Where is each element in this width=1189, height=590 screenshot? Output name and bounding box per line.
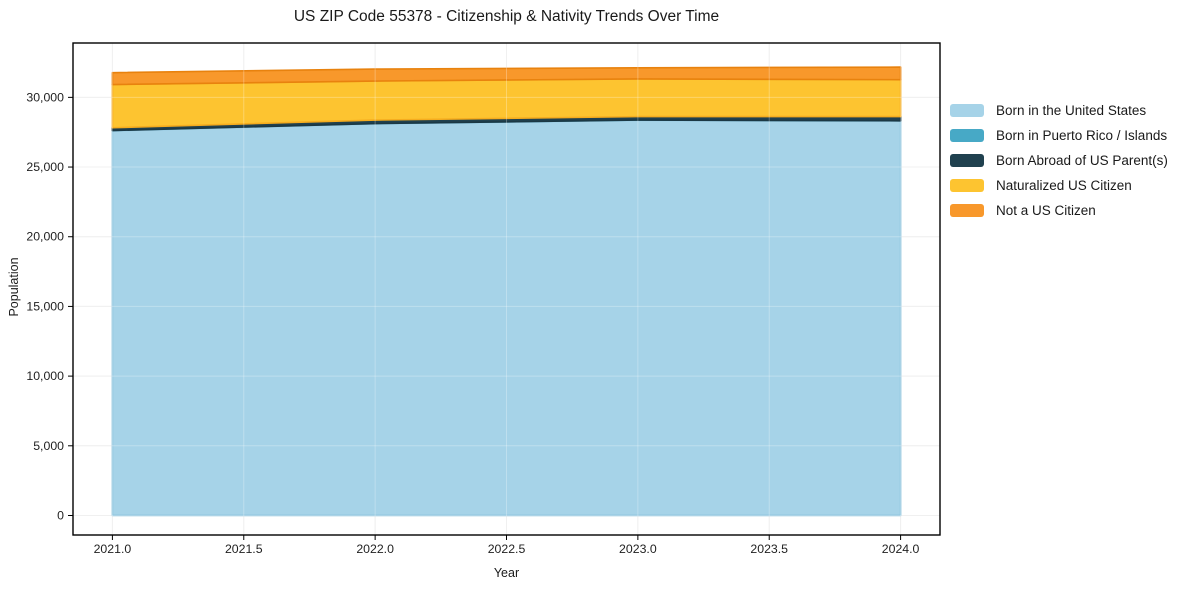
legend-swatch-born-abroad (950, 154, 984, 167)
legend-item: Born in the United States (950, 103, 1168, 118)
stacked-areas (111, 66, 902, 517)
legend-swatch-born-us (950, 104, 984, 117)
legend-swatch-naturalized (950, 179, 984, 192)
chart-title: US ZIP Code 55378 - Citizenship & Nativi… (293, 8, 720, 25)
legend-swatch-born-pr (950, 129, 984, 142)
legend-label: Born in the United States (996, 103, 1147, 118)
x-tick-label: 2022.5 (488, 542, 526, 556)
x-tick-label: 2021.0 (94, 542, 132, 556)
legend-item: Naturalized US Citizen (950, 178, 1168, 193)
x-tick-label: 2023.0 (619, 542, 657, 556)
x-axis-label: Year (493, 566, 520, 580)
x-tick-label: 2022.0 (356, 542, 394, 556)
x-tick-label: 2021.5 (225, 542, 263, 556)
legend: Born in the United States Born in Puerto… (950, 103, 1168, 218)
legend-label: Naturalized US Citizen (996, 178, 1132, 193)
legend-item: Born Abroad of US Parent(s) (950, 153, 1168, 168)
legend-item: Born in Puerto Rico / Islands (950, 128, 1168, 143)
x-tick-label: 2023.5 (750, 542, 788, 556)
y-tick-label: 5,000 (33, 439, 64, 453)
axis-ticks (68, 96, 902, 540)
area-series-4 (111, 66, 902, 86)
axis-tick-labels: 2021.0 2021.5 2022.0 2022.5 2023.0 2023.5 2024… (26, 90, 919, 556)
y-tick-label: 30,000 (26, 90, 64, 104)
legend-label: Not a US Citizen (996, 203, 1096, 218)
y-tick-label: 0 (57, 508, 64, 522)
legend-swatch-not-citizen (950, 204, 984, 217)
legend-label: Born in Puerto Rico / Islands (996, 128, 1168, 143)
y-tick-label: 10,000 (26, 369, 64, 383)
gridlines-overlay (73, 43, 940, 535)
y-tick-label: 20,000 (26, 230, 64, 244)
x-tick-label: 2024.0 (882, 542, 920, 556)
y-tick-label: 25,000 (26, 160, 64, 174)
legend-label: Born Abroad of US Parent(s) (996, 153, 1168, 168)
legend-item: Not a US Citizen (950, 203, 1168, 218)
y-tick-label: 15,000 (26, 299, 64, 313)
y-axis-label: Population (7, 257, 21, 317)
